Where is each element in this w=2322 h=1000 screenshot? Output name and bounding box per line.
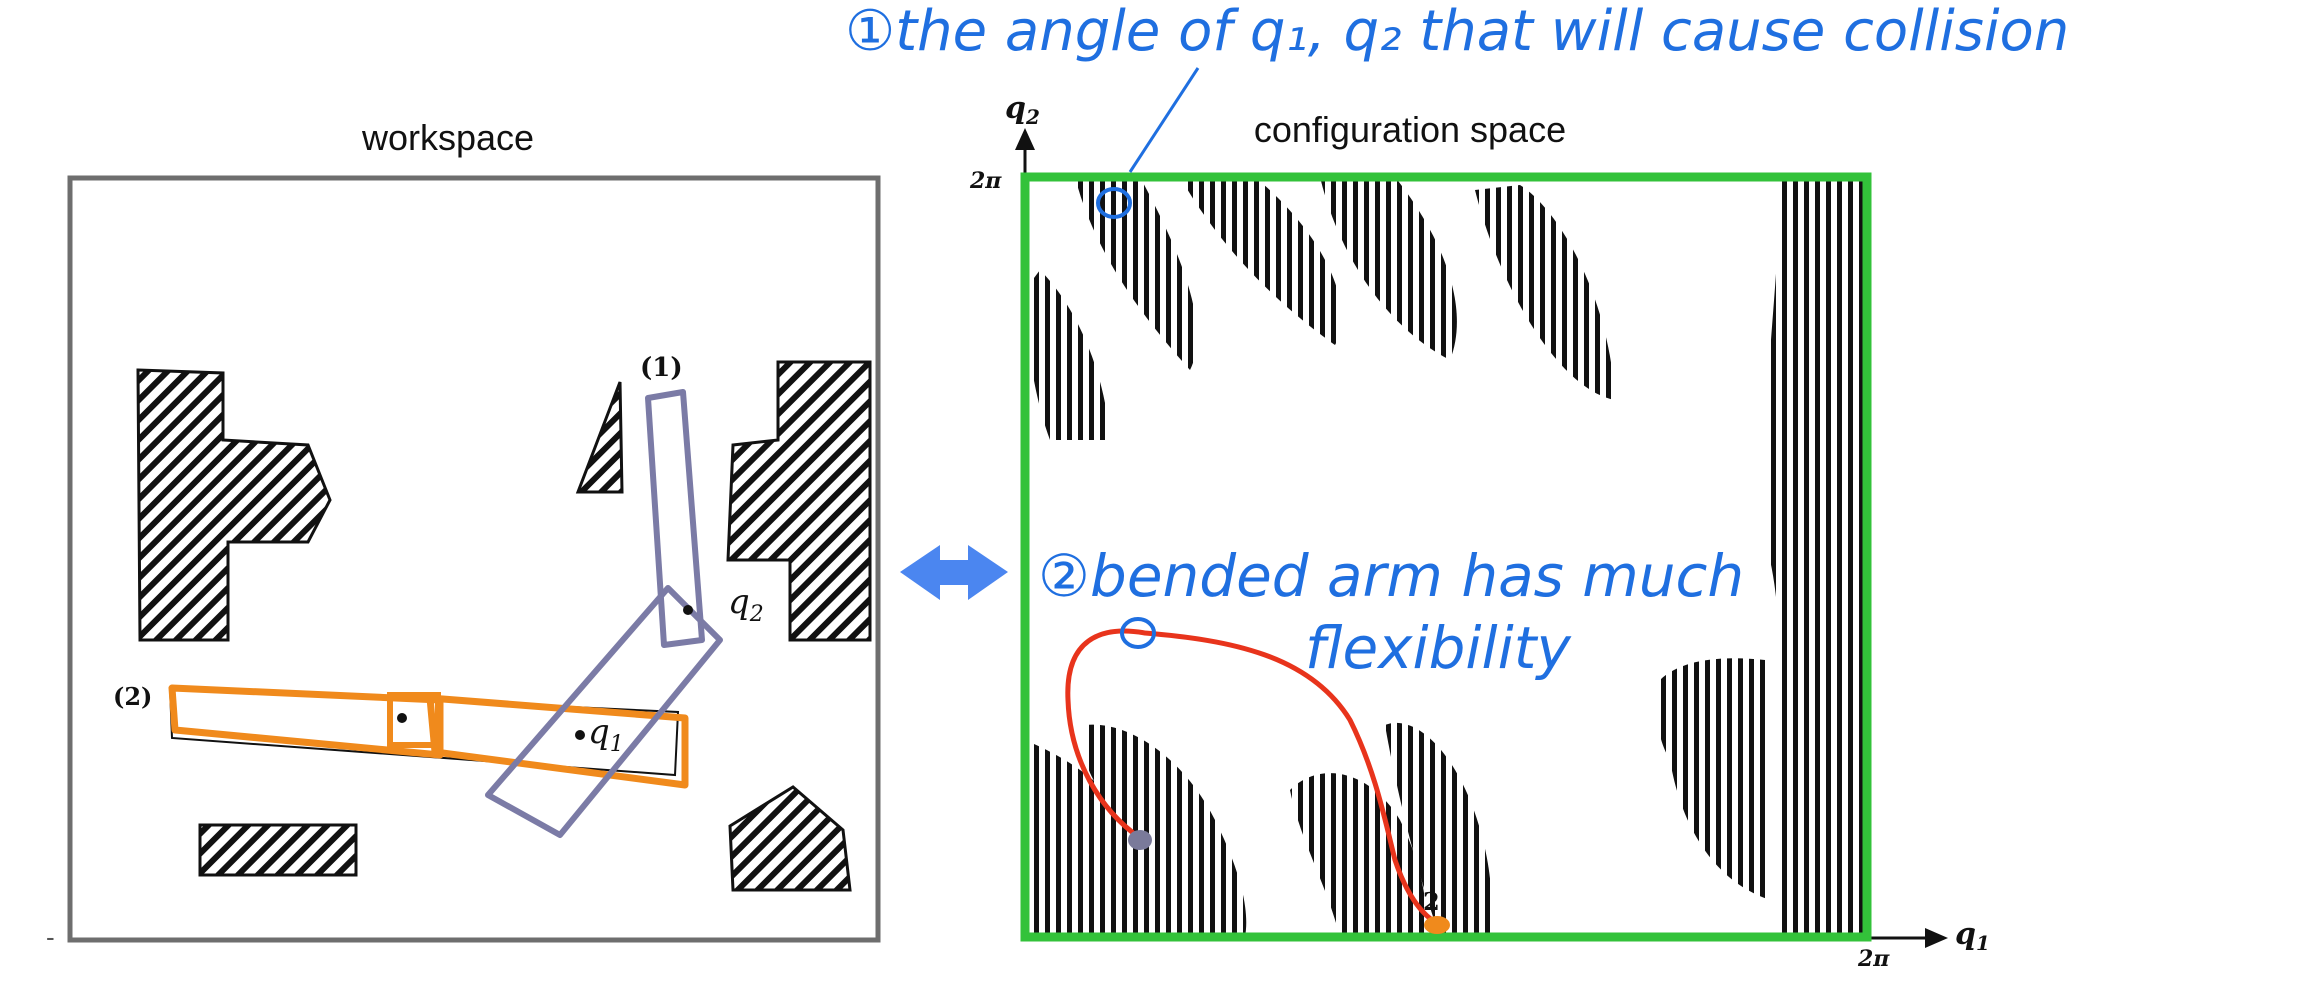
arm-1-link-lower <box>485 585 723 838</box>
annotation-2: ②bended arm has much flexibility <box>1038 542 1744 682</box>
obstacle-right-block <box>726 360 872 642</box>
cobstacle-right-band <box>1765 177 1867 937</box>
obstacle-pentagon <box>728 785 852 892</box>
cspace-title: configuration space <box>1254 109 1566 150</box>
cspace-frame <box>1020 172 1872 942</box>
goal-config-label: 2 <box>1423 887 1440 916</box>
obstacle-bottom-rect <box>198 823 358 877</box>
workspace-title: workspace <box>361 117 534 158</box>
cobstacle-4 <box>1475 185 1615 400</box>
annotation-2-line1: ②bended arm has much <box>1038 542 1744 610</box>
arm-2-link-b <box>426 694 689 789</box>
arm-1-label: (1) <box>640 353 683 383</box>
cspace-panel: 2 q2 2π q1 2π <box>969 91 1990 972</box>
q1-max-label: 2π <box>1857 946 1890 972</box>
cobstacle-3 <box>1320 177 1457 360</box>
arm-1-link-upper <box>645 389 705 648</box>
q1-axis-arrowhead <box>1925 928 1948 948</box>
annotation-2-line2: flexibility <box>1305 614 1571 682</box>
arm-2-joint-box <box>387 692 441 748</box>
annotation-1-circle <box>1096 187 1132 219</box>
arm-2 <box>168 684 689 789</box>
cobstacle-8 <box>1290 773 1427 937</box>
double-arrow-icon <box>900 545 1008 600</box>
q2-axis-arrowhead <box>1015 128 1035 150</box>
joint-q1-label: q1 <box>588 712 624 757</box>
obstacle-triangle <box>575 381 624 494</box>
arm-2-joint-dot <box>397 713 407 723</box>
q2-axis-label: q2 <box>1005 91 1040 129</box>
annotation-1-pointer <box>1128 67 1200 173</box>
cobstacle-5 <box>1025 270 1110 440</box>
cspace-obstacles <box>1025 177 1867 937</box>
cobstacle-7 <box>1083 724 1247 937</box>
cobstacle-6 <box>1025 740 1180 937</box>
annotation-1-text: ①the angle of q₁, q₂ that will cause col… <box>845 0 2069 64</box>
joint-q2-dot <box>683 605 693 615</box>
start-config-dot <box>1128 830 1152 850</box>
q2-max-label: 2π <box>969 168 1002 194</box>
cobstacle-1 <box>1075 177 1197 370</box>
cobstacle-9 <box>1385 722 1492 937</box>
collision-free-path <box>1065 628 1443 928</box>
q1-axis-label: q1 <box>1955 917 1990 955</box>
workspace-panel: (1) (2) q2 q1 <box>67 175 881 943</box>
joint-q2-label: q2 <box>728 582 764 627</box>
arm-1 <box>485 389 723 838</box>
cobstacle-right-lobe <box>1657 658 1770 900</box>
arm-2-label: (2) <box>113 682 152 711</box>
obstacle-t-shape <box>136 368 332 642</box>
stray-mark: - <box>46 922 55 952</box>
joint-q1-dot <box>575 730 585 740</box>
annotation-1: ①the angle of q₁, q₂ that will cause col… <box>845 0 2069 219</box>
annotation-2-circle <box>1120 617 1156 649</box>
cobstacle-2 <box>1180 177 1342 345</box>
goal-config-dot <box>1424 916 1450 934</box>
